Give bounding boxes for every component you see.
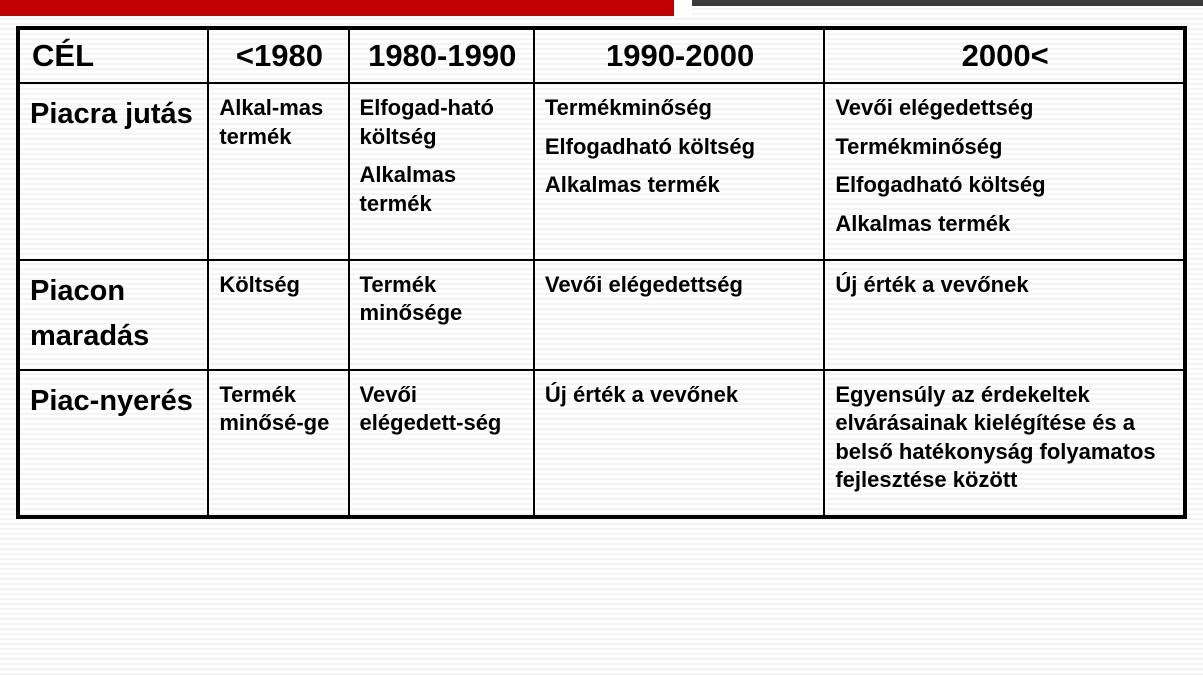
table-cell: Termékminőség Elfogadható költség Alkalmas… (534, 83, 824, 259)
cell-item: Új érték a vevőnek (835, 271, 1173, 300)
header-cell-1980-1990: 1980-1990 (349, 28, 534, 83)
table-cell: Termék minősé-ge (208, 370, 348, 517)
row-header: Piac-nyerés (18, 370, 208, 517)
cell-item: Termékminőség (545, 94, 813, 123)
header-cell-post2000: 2000< (824, 28, 1185, 83)
table-cell: Elfogad-ható költség Alkalmas termék (349, 83, 534, 259)
cell-item: Alkal-mas termék (219, 94, 337, 151)
table-container: CÉL <1980 1980-1990 1990-2000 2000< Piac… (16, 26, 1187, 519)
table-row: Piac-nyerésTermék minősé-ge Vevői elégede… (18, 370, 1185, 517)
row-header: Piacra jutás (18, 83, 208, 259)
cell-item: Vevői elégedettség (545, 271, 813, 300)
table-body: Piacra jutásAlkal-mas termékElfogad-ható… (18, 83, 1185, 517)
cell-item: Alkalmas termék (545, 171, 813, 200)
topbar-dark-segment (692, 0, 1203, 6)
cell-item: Termék minősé-ge (219, 381, 337, 438)
cell-item: Alkalmas termék (835, 210, 1173, 239)
cell-item: Termék minősége (360, 271, 523, 328)
table-cell: Termék minősége (349, 260, 534, 370)
table-row: Piacra jutásAlkal-mas termékElfogad-ható… (18, 83, 1185, 259)
header-cell-pre1980: <1980 (208, 28, 348, 83)
table-cell: Egyensúly az érdekeltek elvárásainak kie… (824, 370, 1185, 517)
cell-item: Alkalmas termék (360, 161, 523, 218)
cell-item: Egyensúly az érdekeltek elvárásainak kie… (835, 381, 1173, 495)
cell-item: Költség (219, 271, 337, 300)
header-cell-goal: CÉL (18, 28, 208, 83)
topbar-red-segment (0, 0, 674, 16)
top-decorative-bar (0, 0, 1203, 16)
row-header: Piacon maradás (18, 260, 208, 370)
cell-item: Termékminőség (835, 133, 1173, 162)
topbar-gap (674, 0, 692, 16)
table-cell: Alkal-mas termék (208, 83, 348, 259)
table-cell: Új érték a vevőnek (534, 370, 824, 517)
main-table: CÉL <1980 1980-1990 1990-2000 2000< Piac… (16, 26, 1187, 519)
cell-item: Vevői elégedett-ség (360, 381, 523, 438)
table-cell: Vevői elégedett-ség (349, 370, 534, 517)
cell-item: Elfogadható költség (835, 171, 1173, 200)
cell-item: Elfogadható költség (545, 133, 813, 162)
table-cell: Vevői elégedettség (534, 260, 824, 370)
header-cell-1990-2000: 1990-2000 (534, 28, 824, 83)
table-cell: Vevői elégedettség Termékminőség Elfogadha… (824, 83, 1185, 259)
cell-item: Elfogad-ható költség (360, 94, 523, 151)
table-header-row: CÉL <1980 1980-1990 1990-2000 2000< (18, 28, 1185, 83)
cell-item: Új érték a vevőnek (545, 381, 813, 410)
cell-item: Vevői elégedettség (835, 94, 1173, 123)
table-cell: Új érték a vevőnek (824, 260, 1185, 370)
table-cell: Költség (208, 260, 348, 370)
table-row: Piacon maradás Költség Termék minősége Vevő… (18, 260, 1185, 370)
